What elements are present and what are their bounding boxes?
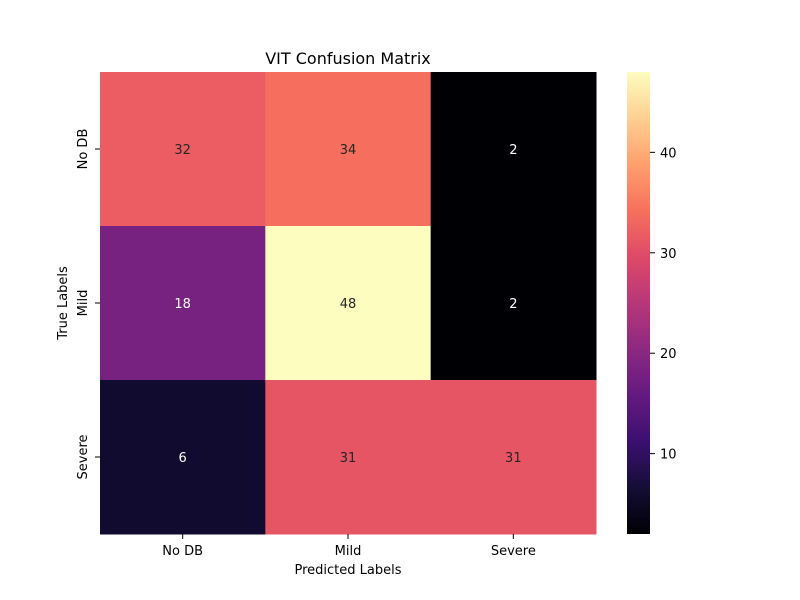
chart-title: VIT Confusion Matrix xyxy=(265,49,431,68)
heatmap-cell xyxy=(100,226,266,381)
colorbar-tick-label: 40 xyxy=(660,146,677,161)
cell-value-label: 31 xyxy=(340,451,357,466)
cell-value-label: 2 xyxy=(509,297,517,312)
cell-value-label: 18 xyxy=(174,297,191,312)
cell-value-label: 48 xyxy=(340,297,357,312)
heatmap-cell xyxy=(265,380,432,535)
cell-annotations: 32 34 2 18 48 2 6 31 31 xyxy=(174,143,521,466)
colorbar xyxy=(627,72,650,534)
colorbar-tick-label: 20 xyxy=(660,347,677,362)
x-axis: No DB Mild Severe xyxy=(162,534,536,559)
heatmap-cell xyxy=(265,72,432,227)
cell-value-label: 2 xyxy=(509,143,517,158)
cell-value-label: 6 xyxy=(179,451,187,466)
x-axis-label: Predicted Labels xyxy=(294,563,401,578)
heatmap-cell xyxy=(265,226,432,381)
y-axis-label: True Labels xyxy=(56,266,71,341)
y-tick-label: No DB xyxy=(76,129,91,170)
colorbar-tick-label: 10 xyxy=(660,448,677,463)
y-tick-label: Mild xyxy=(76,290,91,317)
x-tick-label: Severe xyxy=(491,544,536,559)
x-tick-label: No DB xyxy=(162,544,203,559)
colorbar-tick-label: 30 xyxy=(660,247,677,262)
x-tick-label: Mild xyxy=(335,544,362,559)
y-tick-label: Severe xyxy=(76,434,91,479)
cell-value-label: 31 xyxy=(505,451,522,466)
heatmap-cell xyxy=(430,72,597,227)
heatmap-cell xyxy=(100,72,266,227)
heatmap-cell xyxy=(430,380,597,535)
heatmap-cell xyxy=(100,380,266,535)
heatmap-cells xyxy=(100,72,597,535)
cell-value-label: 34 xyxy=(340,143,357,158)
cell-value-label: 32 xyxy=(174,143,191,158)
y-axis: No DB Mild Severe xyxy=(76,129,100,480)
heatmap-cell xyxy=(430,226,597,381)
colorbar-ticks: 10 20 30 40 xyxy=(650,146,677,463)
